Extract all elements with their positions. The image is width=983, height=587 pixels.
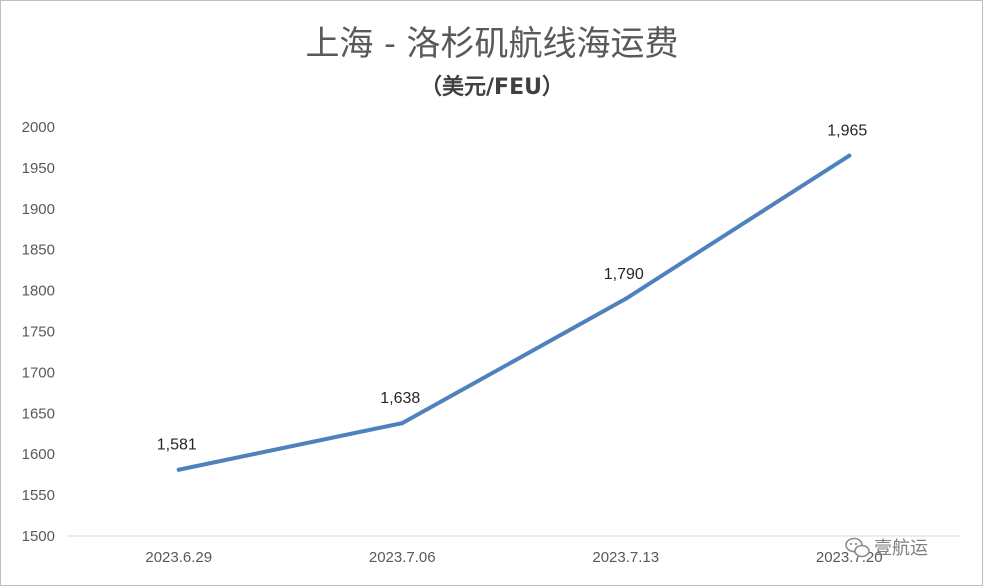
watermark-text: 壹航运 [874, 538, 928, 559]
y-tick-label: 1500 [22, 528, 55, 545]
y-tick-label: 1800 [22, 283, 55, 300]
data-point [623, 296, 628, 301]
y-tick-label: 1750 [22, 324, 55, 341]
x-tick-label: 2023.7.20 [816, 549, 883, 566]
y-tick-label: 1650 [22, 405, 55, 422]
y-tick-label: 1600 [22, 446, 55, 463]
data-label: 1,581 [157, 437, 197, 454]
y-tick-label: 1950 [22, 160, 55, 177]
data-point [176, 467, 181, 472]
series-layer [176, 153, 852, 472]
chart-subtitle: （美元/FEU） [420, 74, 564, 100]
data-labels: 1,581 1,638 1,790 1,965 [157, 123, 868, 454]
chart-title: 上海 - 洛杉矶航线海运费 [305, 24, 678, 64]
y-tick-label: 1550 [22, 487, 55, 504]
x-tick-label: 2023.7.13 [592, 549, 659, 566]
y-tick-label: 2000 [22, 119, 55, 136]
data-label: 1,790 [604, 266, 644, 283]
y-axis: 1500 1550 1600 1650 1700 1750 1800 1850 1900 1950… [22, 119, 55, 545]
data-label: 1,638 [380, 390, 420, 407]
y-tick-label: 1900 [22, 201, 55, 218]
data-point [400, 421, 405, 426]
series-line [176, 153, 852, 472]
data-point [847, 153, 852, 158]
x-tick-label: 2023.6.29 [145, 549, 212, 566]
x-axis: 2023.6.29 2023.7.06 2023.7.13 2023.7.20 [145, 549, 882, 566]
y-tick-label: 1850 [22, 242, 55, 259]
x-tick-label: 2023.7.06 [369, 549, 436, 566]
data-label: 1,965 [827, 123, 867, 140]
y-tick-label: 1700 [22, 364, 55, 381]
watermark: 壹航运 [845, 537, 928, 559]
wechat-icon [845, 537, 870, 558]
